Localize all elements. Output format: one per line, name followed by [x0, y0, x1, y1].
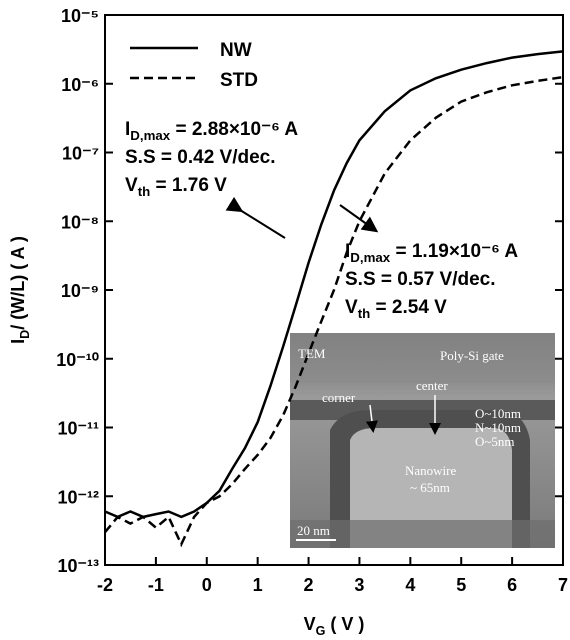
inset-label: center	[416, 378, 448, 393]
y-tick-label: 10⁻⁹	[61, 281, 99, 301]
annotation-rest: = 1.76 V	[150, 175, 227, 196]
inset-label: Poly-Si gate	[440, 348, 504, 363]
y-tick-label: 10⁻⁸	[61, 212, 99, 232]
inset-label: O~5nm	[475, 434, 515, 449]
y-tick-label: 10⁻¹⁰	[56, 350, 99, 370]
inset-label: ~ 65nm	[410, 480, 450, 495]
x-axis-label-sub: G	[316, 624, 326, 638]
x-tick-label: -2	[97, 575, 113, 595]
annotation: S.S = 0.57 V/dec.	[345, 269, 496, 290]
annotation-rest: = 2.54 V	[370, 297, 447, 318]
annotation: Vth = 2.54 V	[345, 297, 447, 321]
x-tick-label: 4	[405, 575, 415, 595]
y-axis-label-sub: D	[18, 330, 32, 339]
annotation-sub: th	[358, 306, 371, 321]
tem-inset	[290, 333, 555, 548]
inset-label: TEM	[298, 346, 326, 361]
x-tick-label: 1	[253, 575, 263, 595]
annotation: ID,max = 2.88×10⁻⁶ A	[125, 119, 298, 143]
annotation-sub: th	[138, 184, 151, 199]
y-axis-label-rest: / (W/L) ( A )	[8, 236, 28, 330]
inset-label: 20 nm	[297, 523, 330, 538]
inset-label: O~10nm	[475, 406, 521, 421]
y-tick-label: 10⁻¹¹	[57, 419, 99, 439]
x-axis-label: VG ( V )	[304, 614, 365, 638]
inset-label: N~10nm	[475, 420, 521, 435]
annotation: ID,max = 1.19×10⁻⁶ A	[345, 241, 518, 265]
annotation-rest: = 2.88×10⁻⁶ A	[170, 119, 298, 140]
x-tick-label: 5	[456, 575, 466, 595]
annotation-main: S.S = 0.42 V/dec.	[125, 147, 276, 168]
annotation: Vth = 1.76 V	[125, 175, 227, 199]
arrow	[240, 210, 285, 238]
annotation-main: V	[125, 175, 138, 196]
x-axis-label-rest: ( V )	[325, 614, 364, 634]
y-tick-label: 10⁻⁷	[62, 144, 99, 164]
x-axis-label-main: V	[304, 614, 316, 634]
y-axis-label: ID/ (W/L) ( A )	[8, 236, 32, 344]
x-tick-label: 7	[558, 575, 568, 595]
annotation-sub: D,max	[350, 250, 391, 265]
annotation-sub: D,max	[130, 128, 171, 143]
x-tick-label: 3	[354, 575, 364, 595]
y-tick-label: 10⁻⁶	[61, 75, 99, 95]
chart: 10⁻¹³ 10⁻¹² 10⁻¹¹ 10⁻¹⁰ 10⁻⁹ 10⁻⁸ 10⁻⁷ 10⁻⁶ 10⁻⁵…	[0, 0, 570, 640]
y-tick-label: 10⁻¹³	[57, 556, 99, 576]
legend-label: STD	[220, 70, 258, 91]
annotation-main: V	[345, 297, 358, 318]
x-tick-label: -1	[148, 575, 164, 595]
inset-label: Nanowire	[405, 463, 456, 478]
legend-label: NW	[220, 40, 252, 61]
inset-label: corner	[322, 390, 356, 405]
annotation-main: S.S = 0.57 V/dec.	[345, 269, 496, 290]
annotation: S.S = 0.42 V/dec.	[125, 147, 276, 168]
annotation-rest: = 1.19×10⁻⁶ A	[390, 241, 518, 262]
x-tick-label: 0	[202, 575, 212, 595]
x-tick-label: 2	[304, 575, 314, 595]
y-tick-label: 10⁻¹²	[57, 487, 99, 507]
y-tick-label: 10⁻⁵	[61, 6, 99, 26]
x-tick-label: 6	[507, 575, 517, 595]
